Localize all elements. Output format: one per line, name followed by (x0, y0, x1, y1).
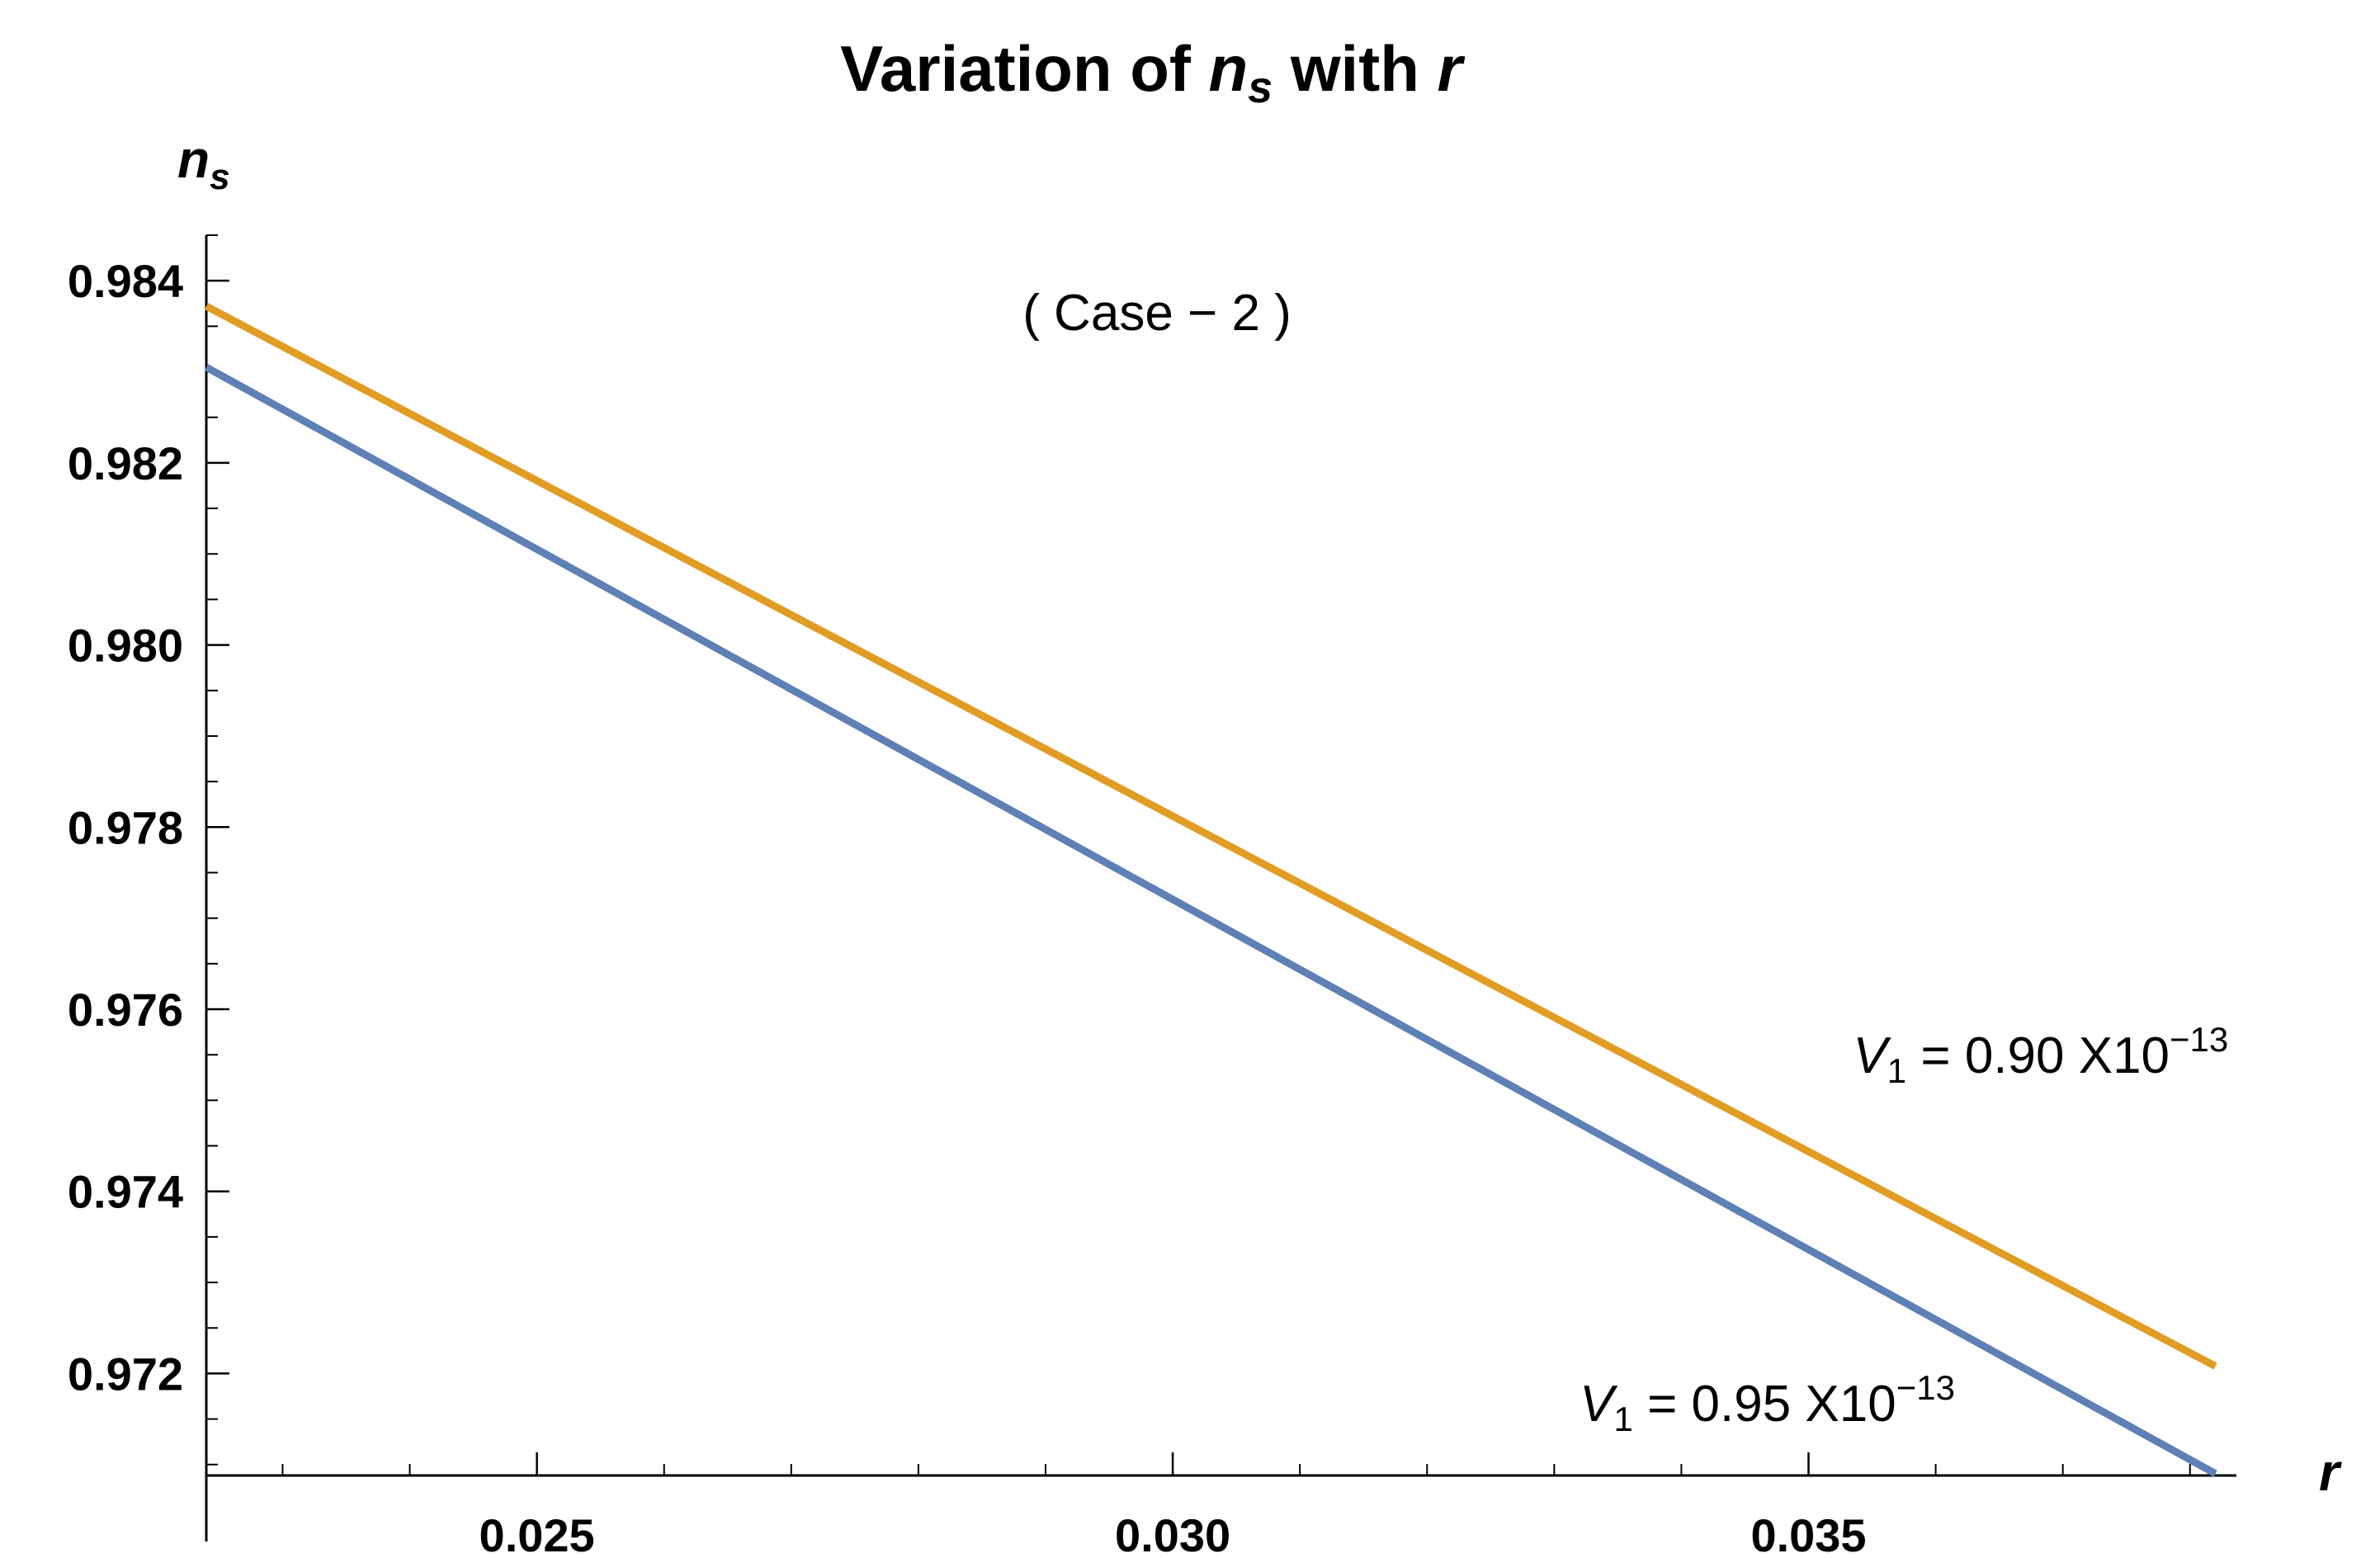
y-tick-label: 0.984 (68, 255, 183, 307)
x-tick-label: 0.025 (479, 1509, 595, 1558)
y-tick-label: 0.980 (68, 620, 183, 672)
case-annotation: ( Case − 2 ) (1022, 285, 1292, 342)
y-tick-label: 0.982 (68, 437, 183, 489)
series-group (204, 303, 2217, 1477)
y-axis-label-main: n (177, 130, 210, 189)
axis-ticks-group (206, 234, 2191, 1475)
chart-title-prefix: Variation of (840, 32, 1208, 105)
chart-title: Variation of ns with r (840, 32, 1465, 112)
series-label-2: V1 = 0.95 X10−13 (1580, 1368, 1955, 1438)
y-tick-label: 0.978 (68, 801, 183, 853)
chart-title-var: n (1209, 32, 1249, 105)
chart-title-var2: r (1438, 32, 1466, 105)
tick-labels-group: 0.025 0.030 0.035 0.972 0.974 0.976 0.978 0.980… (68, 255, 2228, 1558)
chart-title-suffix: with (1273, 32, 1437, 105)
y-tick-label: 0.976 (68, 984, 183, 1036)
y-axis-label: ns (177, 130, 230, 197)
x-tick-label: 0.030 (1115, 1509, 1230, 1558)
x-tick-label: 0.035 (1750, 1509, 1866, 1558)
series-line-2 (204, 364, 2217, 1477)
series-label-1: V1 = 0.90 X10−13 (1853, 1020, 2228, 1090)
chart-title-var-sub: s (1248, 63, 1273, 112)
series-line-1 (204, 303, 2217, 1370)
y-tick-label: 0.972 (68, 1348, 183, 1400)
x-axis-label: r (2319, 1442, 2342, 1502)
y-tick-label: 0.974 (68, 1166, 183, 1218)
y-axis-label-sub: s (210, 157, 229, 197)
axes-group (205, 235, 2236, 1541)
